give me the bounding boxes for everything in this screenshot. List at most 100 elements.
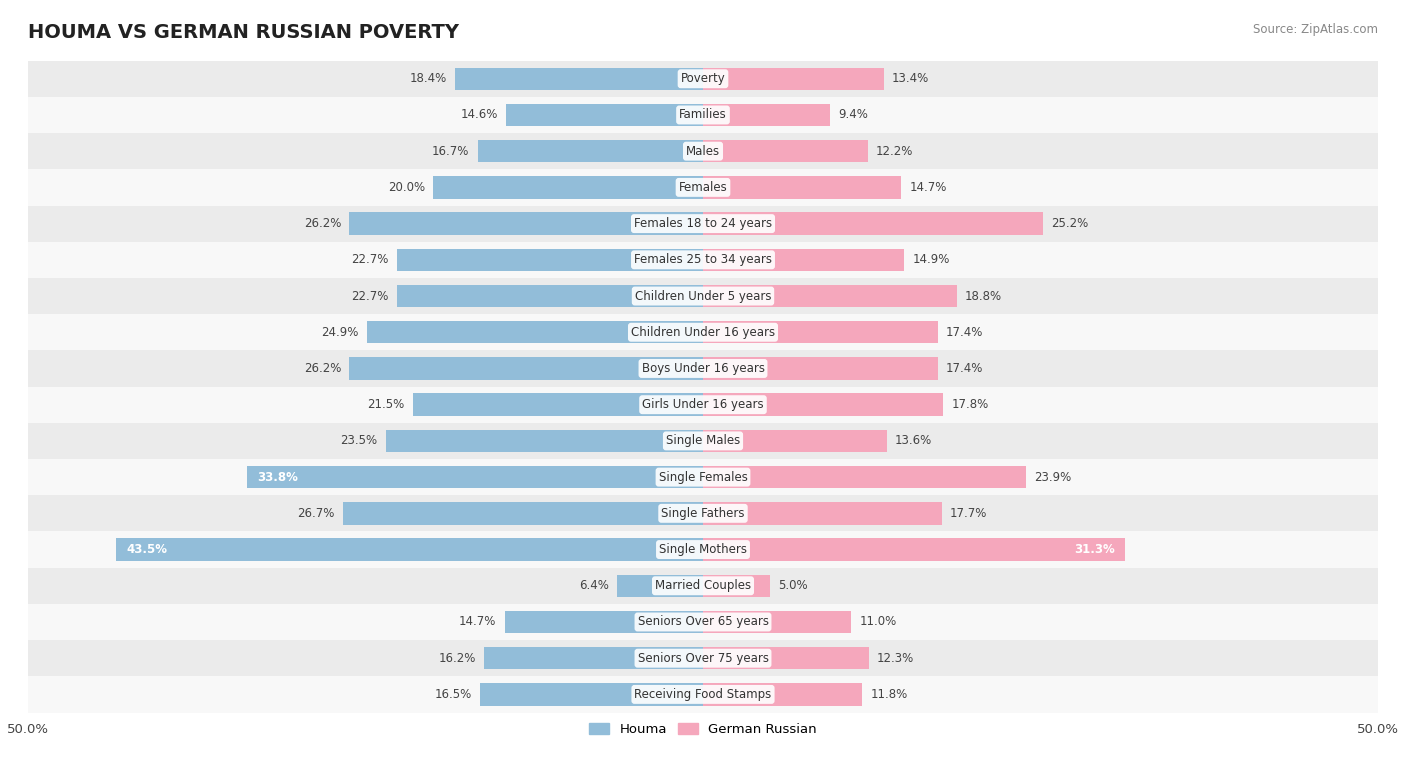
Bar (703, 176, 901, 199)
Text: 17.7%: 17.7% (950, 507, 987, 520)
Text: 18.8%: 18.8% (965, 290, 1002, 302)
Bar (703, 611, 852, 633)
Text: Girls Under 16 years: Girls Under 16 years (643, 398, 763, 411)
Bar (28, 604, 1378, 640)
Text: 23.9%: 23.9% (1033, 471, 1071, 484)
Bar (349, 212, 703, 235)
Text: 43.5%: 43.5% (127, 543, 167, 556)
Bar (28, 314, 1378, 350)
Bar (28, 278, 1378, 314)
Text: Poverty: Poverty (681, 72, 725, 85)
Bar (703, 67, 884, 90)
Text: 17.4%: 17.4% (946, 326, 983, 339)
Bar (28, 350, 1378, 387)
Text: 25.2%: 25.2% (1052, 217, 1088, 230)
Text: 14.9%: 14.9% (912, 253, 949, 266)
Text: Males: Males (686, 145, 720, 158)
Text: Children Under 16 years: Children Under 16 years (631, 326, 775, 339)
Text: 16.2%: 16.2% (439, 652, 477, 665)
Bar (28, 495, 1378, 531)
Text: 26.2%: 26.2% (304, 362, 342, 375)
Text: 17.4%: 17.4% (946, 362, 983, 375)
Text: 17.8%: 17.8% (952, 398, 988, 411)
Bar (703, 466, 1025, 488)
Bar (28, 61, 1378, 97)
Bar (703, 321, 938, 343)
Bar (703, 430, 887, 452)
Text: Source: ZipAtlas.com: Source: ZipAtlas.com (1253, 23, 1378, 36)
Bar (484, 647, 703, 669)
Bar (343, 502, 703, 525)
Bar (703, 575, 770, 597)
Text: 5.0%: 5.0% (779, 579, 808, 592)
Text: 23.5%: 23.5% (340, 434, 378, 447)
Bar (505, 611, 703, 633)
Bar (28, 169, 1378, 205)
Bar (617, 575, 703, 597)
Bar (481, 683, 703, 706)
Text: Receiving Food Stamps: Receiving Food Stamps (634, 688, 772, 701)
Text: 11.8%: 11.8% (870, 688, 908, 701)
Text: 11.0%: 11.0% (859, 615, 897, 628)
Bar (413, 393, 703, 416)
Text: 18.4%: 18.4% (409, 72, 447, 85)
Bar (28, 97, 1378, 133)
Text: 14.7%: 14.7% (910, 181, 946, 194)
Bar (367, 321, 703, 343)
Bar (454, 67, 703, 90)
Text: 6.4%: 6.4% (579, 579, 609, 592)
Text: Children Under 5 years: Children Under 5 years (634, 290, 772, 302)
Bar (28, 459, 1378, 495)
Bar (703, 285, 956, 307)
Text: 22.7%: 22.7% (352, 290, 388, 302)
Bar (506, 104, 703, 126)
Bar (478, 140, 703, 162)
Text: Females 25 to 34 years: Females 25 to 34 years (634, 253, 772, 266)
Text: Females: Females (679, 181, 727, 194)
Bar (703, 104, 830, 126)
Text: 24.9%: 24.9% (322, 326, 359, 339)
Bar (396, 249, 703, 271)
Bar (28, 423, 1378, 459)
Text: 21.5%: 21.5% (367, 398, 405, 411)
Text: Seniors Over 75 years: Seniors Over 75 years (637, 652, 769, 665)
Bar (115, 538, 703, 561)
Text: 31.3%: 31.3% (1074, 543, 1115, 556)
Bar (28, 242, 1378, 278)
Text: Single Females: Single Females (658, 471, 748, 484)
Bar (28, 133, 1378, 169)
Bar (703, 683, 862, 706)
Text: 16.7%: 16.7% (432, 145, 470, 158)
Text: Single Fathers: Single Fathers (661, 507, 745, 520)
Text: 33.8%: 33.8% (257, 471, 298, 484)
Text: 12.2%: 12.2% (876, 145, 912, 158)
Text: Boys Under 16 years: Boys Under 16 years (641, 362, 765, 375)
Text: 14.6%: 14.6% (460, 108, 498, 121)
Bar (433, 176, 703, 199)
Bar (703, 140, 868, 162)
Text: Single Mothers: Single Mothers (659, 543, 747, 556)
Text: 13.4%: 13.4% (891, 72, 929, 85)
Bar (703, 502, 942, 525)
Bar (349, 357, 703, 380)
Text: Single Males: Single Males (666, 434, 740, 447)
Bar (28, 640, 1378, 676)
Bar (703, 357, 938, 380)
Text: 26.7%: 26.7% (297, 507, 335, 520)
Bar (28, 387, 1378, 423)
Bar (28, 568, 1378, 604)
Text: Families: Families (679, 108, 727, 121)
Bar (703, 393, 943, 416)
Bar (703, 538, 1125, 561)
Text: 20.0%: 20.0% (388, 181, 425, 194)
Text: 16.5%: 16.5% (434, 688, 472, 701)
Bar (28, 205, 1378, 242)
Text: 13.6%: 13.6% (894, 434, 932, 447)
Bar (703, 249, 904, 271)
Bar (28, 676, 1378, 713)
Bar (703, 647, 869, 669)
Bar (385, 430, 703, 452)
Text: 12.3%: 12.3% (877, 652, 914, 665)
Text: HOUMA VS GERMAN RUSSIAN POVERTY: HOUMA VS GERMAN RUSSIAN POVERTY (28, 23, 460, 42)
Text: 26.2%: 26.2% (304, 217, 342, 230)
